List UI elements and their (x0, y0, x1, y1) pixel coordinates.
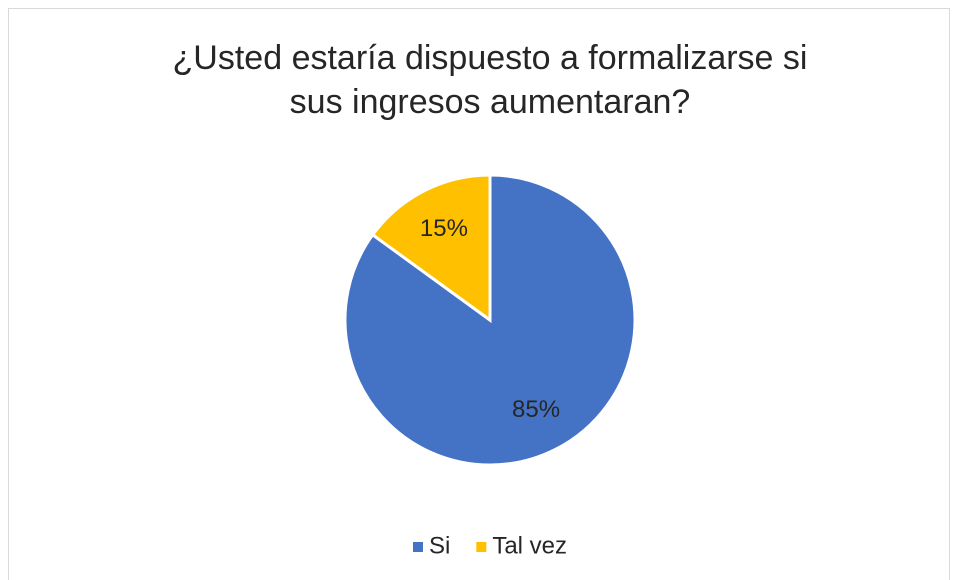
legend-swatch (476, 542, 487, 552)
legend-label: Tal vez (492, 532, 567, 559)
chart-title: sus ingresos aumentaran? (290, 83, 691, 121)
legend-swatch (412, 542, 423, 552)
chart-title: ¿Usted estaría dispuesto a formalizarse … (173, 39, 808, 77)
data-label: 15% (420, 215, 468, 242)
data-label: 85% (512, 396, 560, 423)
pie-slice (370, 173, 492, 323)
legend-label: Si (429, 532, 450, 559)
